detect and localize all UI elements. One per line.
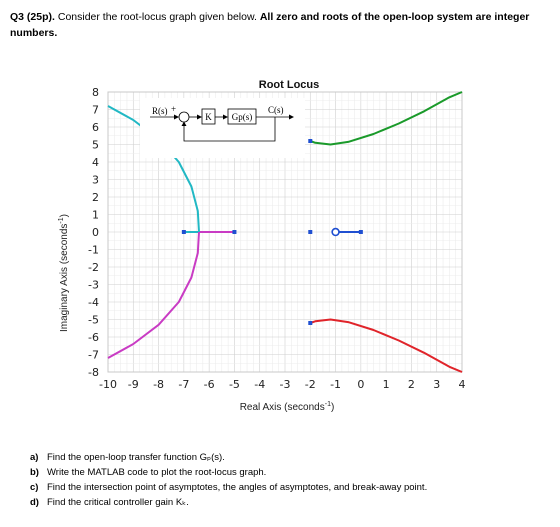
bd-plant-block: [227, 108, 257, 125]
question-header: Q3 (25p). Consider the root-locus graph …: [10, 9, 550, 41]
zero-marker: [331, 227, 340, 237]
x-tick-label: 3: [433, 378, 440, 391]
y-tick-label: 5: [92, 139, 99, 152]
y-tick-label: 7: [92, 104, 99, 117]
part-b: b) Write the MATLAB code to plot the roo…: [30, 465, 550, 480]
bd-summing-junction: [178, 111, 190, 123]
part-a: a) Find the open-loop transfer function …: [30, 450, 550, 465]
x-tick-label: 0: [357, 378, 364, 391]
part-c: c) Find the intersection point of asympt…: [30, 480, 550, 495]
bd-sum-sign: +: [171, 104, 176, 114]
x-tick-labels: -10 -9 -8 -7 -6 -5 -4 -3 -2 -1 0 1 2 3 4: [99, 378, 465, 391]
bd-feedback-path: [183, 117, 276, 142]
y-tick-label: -7: [88, 349, 99, 362]
part-text: Find the intersection point of asymptote…: [47, 482, 428, 493]
bd-gain-block: [201, 108, 216, 125]
part-letter: b): [30, 467, 39, 478]
question-parts: a) Find the open-loop transfer function …: [30, 450, 550, 510]
locus-branch-red: [309, 318, 463, 373]
locus-branches: [107, 91, 463, 373]
y-tick-label: -3: [88, 279, 99, 292]
branch-start-marker: [308, 139, 313, 143]
x-tick-label: -4: [254, 378, 265, 391]
question-intro: Consider the root-locus graph given belo…: [57, 11, 257, 23]
bd-arrow-4: [289, 114, 294, 120]
part-letter: c): [30, 482, 39, 493]
plot-title: Root Locus: [259, 79, 320, 91]
x-tick-label: -2: [305, 378, 316, 391]
x-tick-label: -9: [128, 378, 139, 391]
part-text: Find the open-loop transfer function Gₚ(…: [47, 452, 225, 463]
pole-marker: [181, 230, 186, 234]
locus-branch-green: [309, 91, 463, 146]
x-axis-label: Real Axis (seconds-1): [240, 401, 335, 413]
bd-arrow-feedback: [181, 121, 187, 126]
y-tick-label: 2: [92, 191, 99, 204]
y-tick-label: 0: [92, 226, 99, 239]
y-tick-label: -8: [88, 366, 99, 379]
block-diagram-background: [140, 98, 305, 158]
pole-marker: [232, 230, 237, 234]
pole-marker: [358, 230, 363, 234]
part-letter: d): [30, 497, 39, 508]
block-diagram: R(s) + K Gp(s) C(s): [140, 98, 305, 158]
branch-start-marker: [308, 321, 313, 325]
x-tick-label: -1: [330, 378, 341, 391]
y-tick-label: 8: [92, 86, 99, 99]
x-tick-label: 4: [459, 378, 466, 391]
x-tick-label: -10: [99, 378, 117, 391]
y-tick-label: -6: [88, 331, 99, 344]
y-tick-label: -1: [88, 244, 99, 257]
bd-arrow-3: [223, 114, 228, 120]
y-tick-label: 3: [92, 174, 99, 187]
locus-branch-magenta: [107, 231, 200, 359]
y-tick-label: 6: [92, 121, 99, 134]
bd-plant-label: Gp(s): [232, 112, 253, 122]
y-tick-label: 1: [92, 209, 99, 222]
x-tick-label: 2: [408, 378, 415, 391]
y-tick-label: -4: [88, 296, 99, 309]
pole-marker: [308, 230, 313, 234]
x-tick-label: -8: [153, 378, 164, 391]
x-tick-label: 1: [383, 378, 390, 391]
x-tick-label: -7: [178, 378, 189, 391]
x-tick-label: -6: [204, 378, 215, 391]
y-tick-label: -5: [88, 314, 99, 327]
pole-zero-markers: [181, 139, 363, 325]
question-number: Q3 (25p).: [10, 11, 55, 23]
bd-output-label: C(s): [268, 105, 284, 115]
part-letter: a): [30, 452, 39, 463]
part-d: d) Find the critical controller gain Kₖ.: [30, 495, 550, 510]
bd-input-label: R(s): [152, 106, 168, 116]
question-emphasis: All zero and roots of the open-loop syst…: [10, 11, 530, 39]
y-axis-label: Imaginary Axis (seconds-1): [58, 214, 70, 332]
part-text: Write the MATLAB code to plot the root-l…: [47, 467, 267, 478]
plot-frame: [107, 91, 463, 373]
locus-branch-cyan: [107, 105, 200, 233]
bd-arrow-1: [174, 114, 179, 120]
y-tick-label: -2: [88, 261, 99, 274]
bd-gain-label: K: [205, 112, 212, 122]
x-tick-label: -5: [229, 378, 240, 391]
bd-arrow-2: [197, 114, 202, 120]
y-tick-label: 4: [92, 156, 99, 169]
x-tick-label: -3: [280, 378, 291, 391]
y-tick-labels: 8 7 6 5 4 3 2 1 0 -1 -2 -3 -4 -5 -6 -7 -8: [88, 86, 99, 379]
part-text: Find the critical controller gain Kₖ.: [47, 497, 189, 508]
